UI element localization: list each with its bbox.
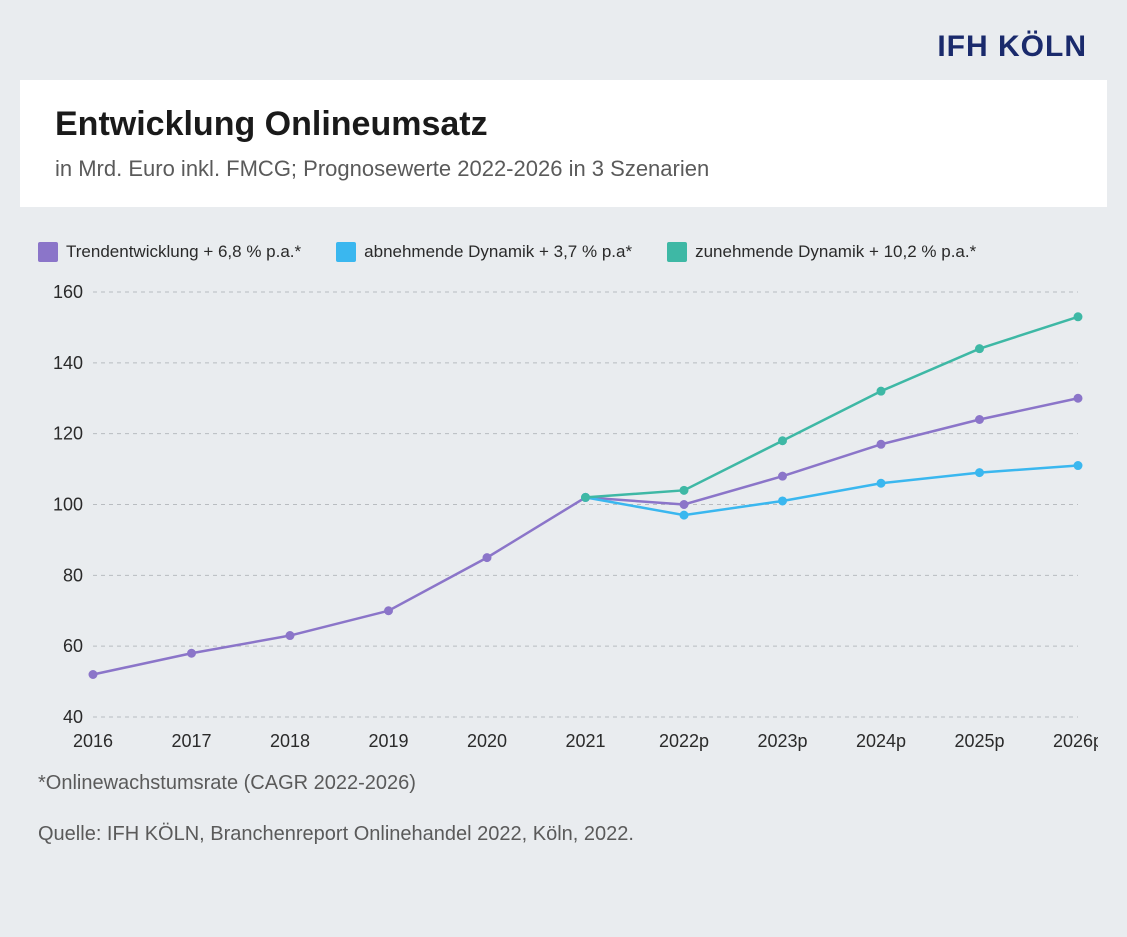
legend-label: Trendentwicklung + 6,8 % p.a.* bbox=[66, 242, 301, 262]
chart-area: 40 60 80 100 120 140 160 2016 2017 2018 2019 2020 20… bbox=[20, 282, 1107, 762]
x-tick-label: 2024p bbox=[856, 731, 906, 751]
x-tick-label: 2023p bbox=[757, 731, 807, 751]
header-panel: Entwicklung Onlineumsatz in Mrd. Euro in… bbox=[20, 80, 1107, 207]
legend-swatch bbox=[38, 242, 58, 262]
series-marker-trend bbox=[976, 416, 984, 424]
x-tick-label: 2018 bbox=[270, 731, 310, 751]
series-marker-trend bbox=[877, 440, 885, 448]
x-tick-label: 2019 bbox=[368, 731, 408, 751]
series-marker-trend bbox=[89, 671, 97, 679]
series-marker-trend bbox=[385, 607, 393, 615]
y-tick-label: 100 bbox=[53, 495, 83, 515]
series-line-trend bbox=[93, 398, 1078, 674]
x-tick-label: 2017 bbox=[171, 731, 211, 751]
footnote-text: *Onlinewachstumsrate (CAGR 2022-2026) bbox=[20, 762, 1107, 805]
chart-subtitle: in Mrd. Euro inkl. FMCG; Prognosewerte 2… bbox=[55, 156, 1072, 182]
y-tick-label: 120 bbox=[53, 424, 83, 444]
legend-label: abnehmende Dynamik + 3,7 % p.a* bbox=[364, 242, 632, 262]
series-marker-low bbox=[779, 497, 787, 505]
legend-item-trend: Trendentwicklung + 6,8 % p.a.* bbox=[38, 242, 301, 262]
series-marker-low bbox=[976, 469, 984, 477]
legend-label: zunehmende Dynamik + 10,2 % p.a.* bbox=[695, 242, 976, 262]
legend-swatch bbox=[667, 242, 687, 262]
series-marker-high bbox=[877, 387, 885, 395]
chart-title: Entwicklung Onlineumsatz bbox=[55, 105, 1072, 144]
legend-item-low: abnehmende Dynamik + 3,7 % p.a* bbox=[336, 242, 632, 262]
x-tick-label: 2021 bbox=[565, 731, 605, 751]
series-marker-trend bbox=[188, 649, 196, 657]
source-text: Quelle: IFH KÖLN, Branchenreport Onlineh… bbox=[20, 813, 1107, 856]
series-marker-high bbox=[582, 493, 590, 501]
series-marker-high bbox=[976, 345, 984, 353]
series-marker-low bbox=[1074, 462, 1082, 470]
series-marker-trend bbox=[483, 554, 491, 562]
y-tick-label: 80 bbox=[63, 565, 83, 585]
series-line-low bbox=[586, 466, 1079, 516]
series-marker-high bbox=[680, 486, 688, 494]
legend-item-high: zunehmende Dynamik + 10,2 % p.a.* bbox=[667, 242, 976, 262]
series-marker-low bbox=[680, 511, 688, 519]
x-tick-label: 2020 bbox=[467, 731, 507, 751]
y-tick-label: 140 bbox=[53, 353, 83, 373]
series-marker-trend bbox=[286, 632, 294, 640]
x-tick-label: 2025p bbox=[954, 731, 1004, 751]
brand-logo: IFH KÖLN bbox=[937, 30, 1087, 64]
series-marker-high bbox=[1074, 313, 1082, 321]
series-marker-trend bbox=[1074, 394, 1082, 402]
x-tick-label: 2016 bbox=[73, 731, 113, 751]
x-tick-label: 2022p bbox=[659, 731, 709, 751]
legend-swatch bbox=[336, 242, 356, 262]
y-tick-label: 40 bbox=[63, 707, 83, 727]
x-tick-label: 2026p bbox=[1053, 731, 1098, 751]
series-marker-trend bbox=[779, 472, 787, 480]
y-tick-label: 160 bbox=[53, 282, 83, 302]
series-marker-trend bbox=[680, 501, 688, 509]
legend: Trendentwicklung + 6,8 % p.a.* abnehmende… bbox=[20, 232, 1107, 282]
y-tick-label: 60 bbox=[63, 636, 83, 656]
series-marker-high bbox=[779, 437, 787, 445]
line-chart: 40 60 80 100 120 140 160 2016 2017 2018 2019 2020 20… bbox=[38, 282, 1098, 762]
series-marker-low bbox=[877, 479, 885, 487]
